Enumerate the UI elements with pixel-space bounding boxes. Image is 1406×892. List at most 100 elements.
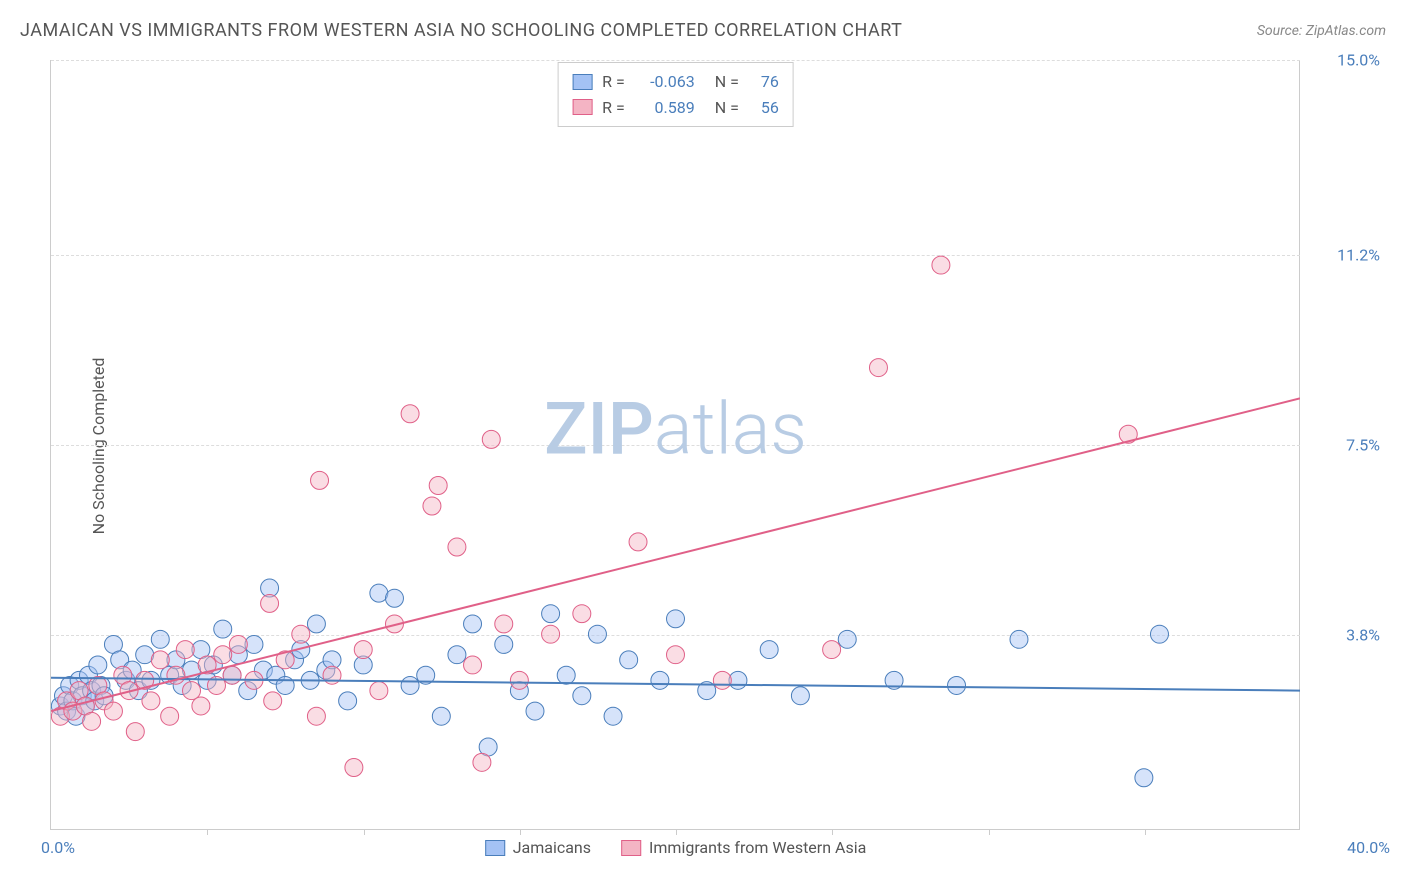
stats-row: R = 0.589 N = 56: [572, 95, 779, 121]
scatter-point: [791, 687, 809, 705]
scatter-point: [192, 697, 210, 715]
stats-n-label: N =: [715, 69, 739, 95]
scatter-point: [176, 641, 194, 659]
scatter-point: [126, 723, 144, 741]
scatter-point: [573, 687, 591, 705]
stats-r-label: R =: [602, 95, 625, 121]
scatter-point: [370, 682, 388, 700]
trend-line: [51, 678, 1300, 691]
source-label: Source: ZipAtlas.com: [1257, 23, 1386, 39]
x-axis-start-label: 0.0%: [41, 838, 75, 857]
legend-label: Jamaicans: [513, 838, 591, 857]
scatter-point: [1010, 630, 1028, 648]
bottom-legend: Jamaicans Immigrants from Western Asia: [485, 838, 867, 857]
x-tick: [520, 829, 521, 835]
x-tick: [676, 829, 677, 835]
scatter-point: [448, 538, 466, 556]
scatter-point: [629, 533, 647, 551]
legend-swatch: [621, 840, 641, 856]
x-tick: [989, 829, 990, 835]
x-tick: [207, 829, 208, 835]
legend-swatch: [485, 840, 505, 856]
scatter-point: [448, 646, 466, 664]
scatter-point: [495, 615, 513, 633]
stats-r-value: 0.589: [635, 95, 695, 121]
legend-item: Immigrants from Western Asia: [621, 838, 866, 857]
plot-area: ZIPatlas 3.8%7.5%11.2%15.0% R =-0.063N =…: [50, 60, 1300, 830]
scatter-svg: [51, 60, 1300, 829]
chart-title: JAMAICAN VS IMMIGRANTS FROM WESTERN ASIA…: [20, 20, 902, 41]
scatter-point: [151, 630, 169, 648]
scatter-point: [264, 692, 282, 710]
stats-n-value: 56: [749, 95, 779, 121]
scatter-point: [1150, 625, 1168, 643]
stats-n-value: 76: [749, 69, 779, 95]
scatter-point: [667, 646, 685, 664]
scatter-point: [713, 671, 731, 689]
legend-swatch: [572, 99, 592, 115]
scatter-point: [760, 641, 778, 659]
scatter-point: [588, 625, 606, 643]
scatter-point: [464, 656, 482, 674]
scatter-point: [307, 707, 325, 725]
scatter-point: [620, 651, 638, 669]
y-tick-label: 3.8%: [1310, 625, 1380, 644]
scatter-point: [526, 702, 544, 720]
x-tick: [832, 829, 833, 835]
scatter-point: [604, 707, 622, 725]
stats-n-label: N =: [715, 95, 739, 121]
x-axis-end-label: 40.0%: [1347, 838, 1390, 857]
scatter-point: [932, 256, 950, 274]
scatter-point: [89, 656, 107, 674]
scatter-point: [385, 589, 403, 607]
scatter-point: [354, 641, 372, 659]
scatter-point: [292, 625, 310, 643]
scatter-point: [510, 671, 528, 689]
stats-legend-box: R = -0.063 N = 76 R = 0.589 N = 56: [557, 62, 794, 127]
scatter-point: [423, 497, 441, 515]
scatter-point: [401, 405, 419, 423]
scatter-point: [104, 702, 122, 720]
y-tick-label: 7.5%: [1310, 436, 1380, 455]
y-tick-label: 15.0%: [1310, 51, 1380, 70]
scatter-point: [464, 615, 482, 633]
scatter-point: [151, 651, 169, 669]
scatter-point: [542, 625, 560, 643]
x-tick: [364, 829, 365, 835]
scatter-point: [948, 676, 966, 694]
scatter-point: [223, 666, 241, 684]
legend-item: Jamaicans: [485, 838, 591, 857]
scatter-point: [869, 359, 887, 377]
scatter-point: [229, 635, 247, 653]
scatter-point: [214, 646, 232, 664]
scatter-point: [429, 477, 447, 495]
scatter-point: [307, 615, 325, 633]
y-tick-label: 11.2%: [1310, 246, 1380, 265]
legend-label: Immigrants from Western Asia: [649, 838, 866, 857]
scatter-point: [339, 692, 357, 710]
scatter-point: [83, 712, 101, 730]
scatter-point: [495, 635, 513, 653]
scatter-point: [401, 676, 419, 694]
scatter-point: [261, 594, 279, 612]
stats-row: R = -0.063 N = 76: [572, 69, 779, 95]
scatter-point: [573, 605, 591, 623]
scatter-point: [542, 605, 560, 623]
scatter-point: [345, 758, 363, 776]
stats-r-label: R =: [602, 69, 625, 95]
legend-swatch: [572, 74, 592, 90]
stats-r-value: -0.063: [635, 69, 695, 95]
scatter-point: [432, 707, 450, 725]
scatter-point: [473, 753, 491, 771]
scatter-point: [183, 682, 201, 700]
scatter-point: [482, 430, 500, 448]
scatter-point: [651, 671, 669, 689]
scatter-point: [667, 610, 685, 628]
scatter-point: [142, 692, 160, 710]
scatter-point: [823, 641, 841, 659]
scatter-point: [1135, 769, 1153, 787]
scatter-point: [557, 666, 575, 684]
scatter-point: [311, 471, 329, 489]
scatter-point: [214, 620, 232, 638]
scatter-point: [161, 707, 179, 725]
